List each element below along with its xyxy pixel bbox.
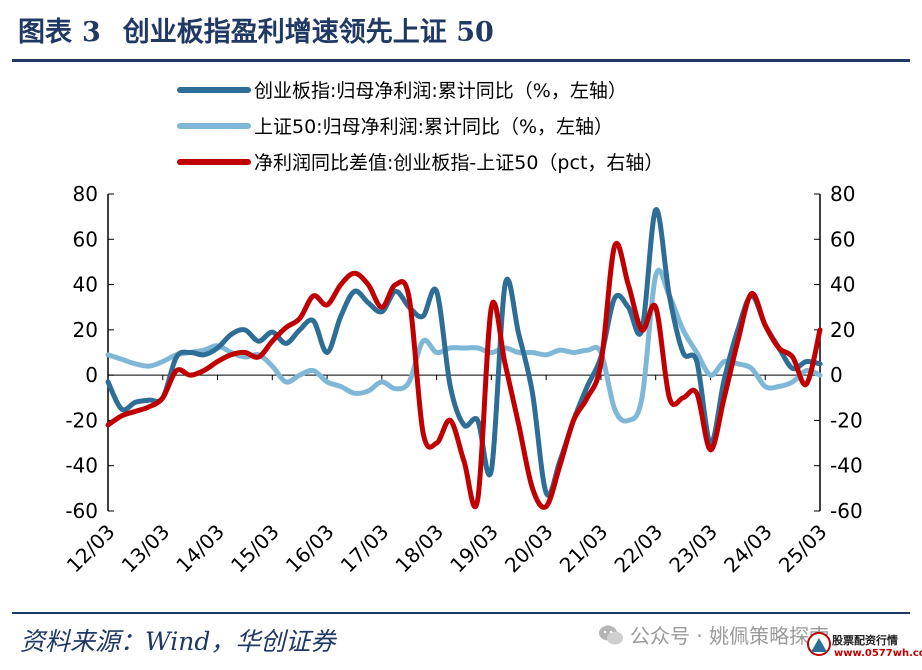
x-tick-label: 19/03	[445, 520, 503, 578]
x-tick-label: 14/03	[171, 520, 229, 578]
source-note: 资料来源：Wind，华创证券	[20, 627, 336, 656]
title-prefix: 图表	[18, 17, 72, 48]
legend-label-3: 净利润同比差值:创业板指-上证50（pct，右轴）	[254, 152, 663, 174]
title-divider	[12, 59, 910, 62]
x-tick-label: 23/03	[664, 520, 722, 578]
right-tick-label: -20	[830, 408, 863, 432]
left-tick-label: -60	[65, 499, 98, 523]
left-tick-label: -40	[65, 454, 98, 478]
x-tick-label: 20/03	[500, 520, 558, 578]
right-tick-label: 40	[830, 273, 855, 297]
right-tick-label: -60	[830, 499, 863, 523]
x-tick-label: 25/03	[774, 520, 832, 578]
line-chart: 创业板指:归母净利润:累计同比（%，左轴） 上证50:归母净利润:累计同比（%，左…	[62, 80, 863, 577]
left-tick-label: 60	[73, 227, 98, 251]
title-number: 3	[82, 17, 101, 48]
x-tick-label: 16/03	[281, 520, 339, 578]
x-tick-label: 22/03	[609, 520, 667, 578]
footer-divider	[12, 612, 910, 614]
series-line-1	[105, 207, 823, 498]
right-tick-label: 0	[830, 363, 843, 387]
watermark-stamp: 股票配资行情 www.0577wh.com	[806, 630, 922, 666]
left-tick-label: 40	[73, 273, 98, 297]
chart-series	[105, 207, 823, 510]
stamp-logo-icon	[807, 632, 831, 656]
series-line-2	[105, 267, 823, 424]
left-tick-label: 20	[73, 318, 98, 342]
chart-legend: 创业板指:归母净利润:累计同比（%，左轴） 上证50:归母净利润:累计同比（%，左…	[177, 80, 663, 174]
right-tick-label: 60	[830, 227, 855, 251]
x-tick-label: 13/03	[117, 520, 175, 578]
right-tick-label: -40	[830, 454, 863, 478]
legend-label-2: 上证50:归母净利润:累计同比（%，左轴）	[254, 116, 613, 138]
x-tick-label: 24/03	[719, 520, 777, 578]
x-tick-label: 21/03	[555, 520, 613, 578]
x-tick-label: 15/03	[226, 520, 284, 578]
stamp-line-1: 股票配资行情	[832, 634, 898, 647]
title-text: 创业板指盈利增速领先上证 50	[122, 17, 494, 48]
series-line-3	[105, 240, 823, 510]
right-tick-label: 80	[830, 182, 855, 206]
x-tick-label: 12/03	[62, 520, 120, 578]
x-tick-label: 18/03	[390, 520, 448, 578]
watermark-text: 公众号 · 姚佩策略探索	[630, 624, 830, 648]
wechat-icon	[599, 625, 623, 645]
right-tick-label: 20	[830, 318, 855, 342]
left-tick-label: 80	[73, 182, 98, 206]
left-tick-label: -20	[65, 408, 98, 432]
chart-title: 图表 3 创业板指盈利增速领先上证 50	[18, 10, 494, 49]
stamp-line-2: www.0577wh.com	[834, 648, 922, 659]
left-tick-label: 0	[85, 363, 98, 387]
x-tick-label: 17/03	[336, 520, 394, 578]
legend-label-1: 创业板指:归母净利润:累计同比（%，左轴）	[254, 80, 627, 102]
